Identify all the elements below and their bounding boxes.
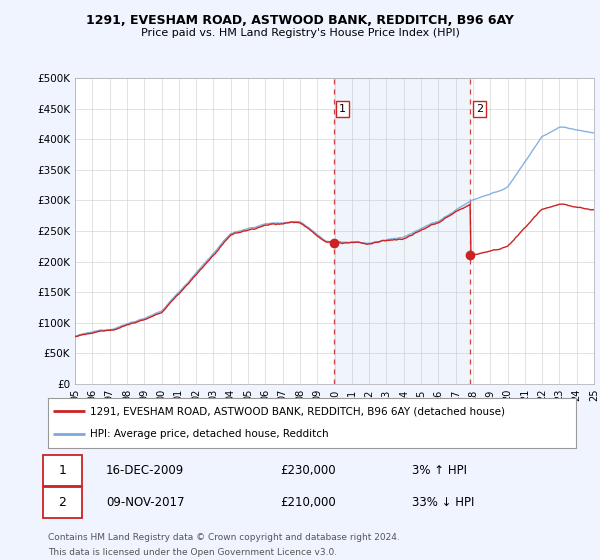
Text: 1: 1 bbox=[59, 464, 67, 477]
Text: 3% ↑ HPI: 3% ↑ HPI bbox=[412, 464, 467, 477]
Text: 1291, EVESHAM ROAD, ASTWOOD BANK, REDDITCH, B96 6AY (detached house): 1291, EVESHAM ROAD, ASTWOOD BANK, REDDIT… bbox=[90, 406, 505, 416]
Text: 1: 1 bbox=[339, 104, 346, 114]
Text: 2: 2 bbox=[476, 104, 483, 114]
Text: £210,000: £210,000 bbox=[280, 496, 336, 508]
Text: 1291, EVESHAM ROAD, ASTWOOD BANK, REDDITCH, B96 6AY: 1291, EVESHAM ROAD, ASTWOOD BANK, REDDIT… bbox=[86, 14, 514, 27]
FancyBboxPatch shape bbox=[43, 487, 82, 517]
Text: HPI: Average price, detached house, Redditch: HPI: Average price, detached house, Redd… bbox=[90, 430, 329, 440]
Text: 09-NOV-2017: 09-NOV-2017 bbox=[106, 496, 185, 508]
Text: Contains HM Land Registry data © Crown copyright and database right 2024.: Contains HM Land Registry data © Crown c… bbox=[48, 533, 400, 542]
Text: 16-DEC-2009: 16-DEC-2009 bbox=[106, 464, 184, 477]
Bar bbox=[334, 78, 470, 384]
Text: This data is licensed under the Open Government Licence v3.0.: This data is licensed under the Open Gov… bbox=[48, 548, 337, 557]
Text: 33% ↓ HPI: 33% ↓ HPI bbox=[412, 496, 475, 508]
Text: £230,000: £230,000 bbox=[280, 464, 336, 477]
FancyBboxPatch shape bbox=[43, 455, 82, 486]
Text: 2: 2 bbox=[59, 496, 67, 508]
Text: Price paid vs. HM Land Registry's House Price Index (HPI): Price paid vs. HM Land Registry's House … bbox=[140, 28, 460, 38]
